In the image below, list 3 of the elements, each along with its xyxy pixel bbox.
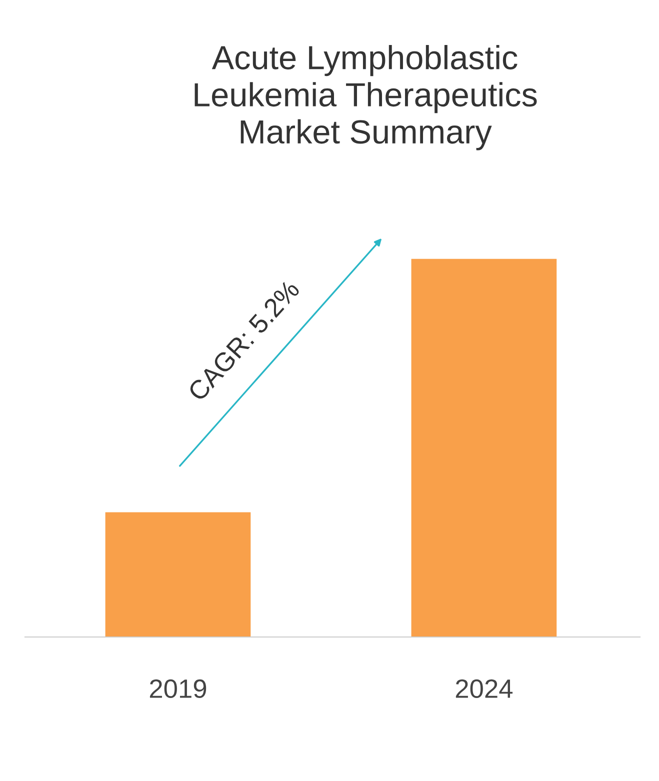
x-tick-label: 2019 — [150, 679, 206, 698]
x-tick-label: 2024 — [456, 679, 513, 698]
chart-title: Acute Lymphoblastic Leukemia Therapeutics Market Summary — [194, 45, 537, 150]
